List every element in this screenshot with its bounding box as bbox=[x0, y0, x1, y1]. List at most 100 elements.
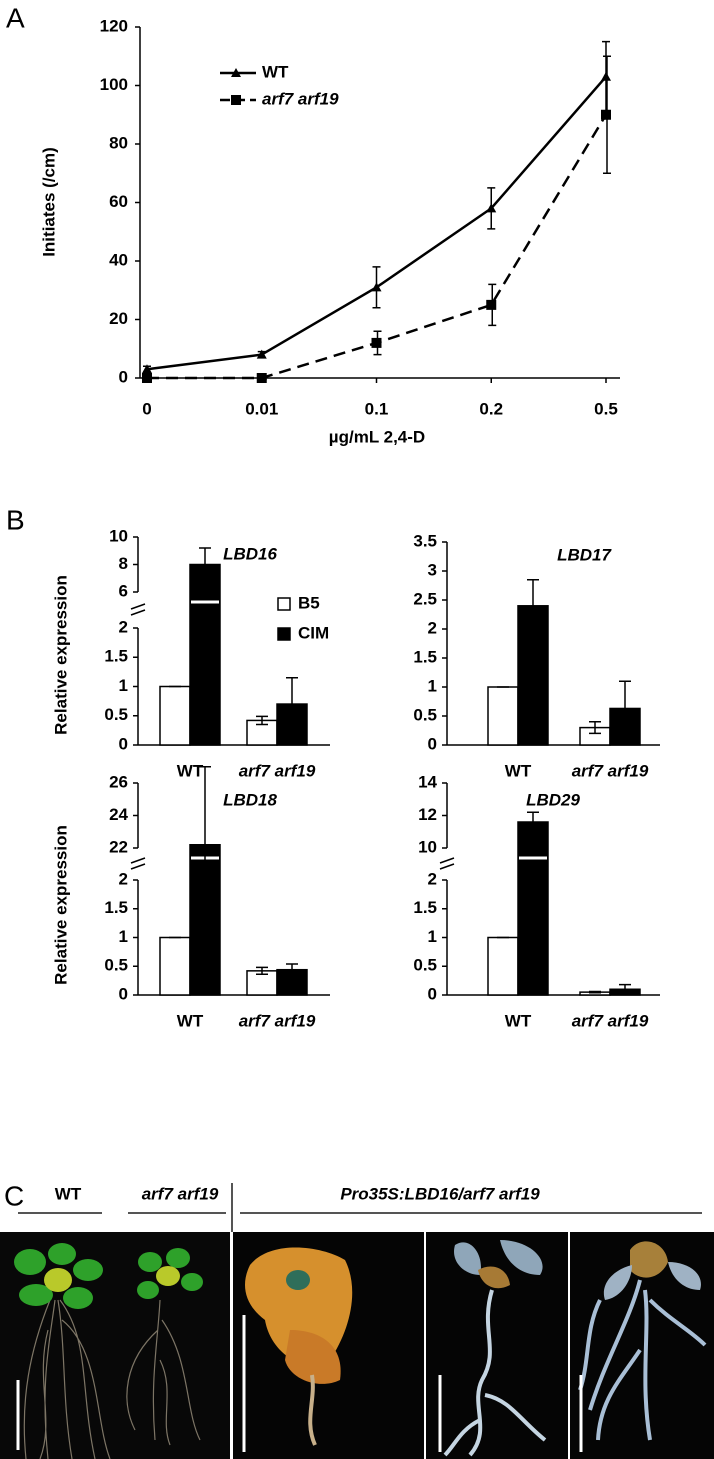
y-tick-label: 8 bbox=[119, 554, 128, 573]
x-tick-label: arf7 arf19 bbox=[239, 1011, 316, 1030]
x-tick-label: arf7 arf19 bbox=[572, 1011, 649, 1030]
y-tick-label: 14 bbox=[418, 772, 437, 791]
error-bar bbox=[286, 676, 298, 732]
photo-label: arf7 arf19 bbox=[142, 1184, 219, 1203]
y-axis-label: Relative expression bbox=[51, 825, 70, 985]
x-tick-label: WT bbox=[177, 761, 204, 780]
marker bbox=[601, 109, 611, 120]
marker bbox=[601, 71, 611, 81]
y-tick-label: 2 bbox=[428, 869, 437, 888]
legend-label: WT bbox=[262, 62, 289, 81]
panel-label: C bbox=[4, 1180, 24, 1211]
y-tick-label: 24 bbox=[109, 805, 128, 824]
legend-label: arf7 arf19 bbox=[262, 89, 339, 108]
error-bar bbox=[256, 715, 268, 726]
axis-break bbox=[439, 857, 455, 870]
marker bbox=[486, 203, 497, 213]
y-tick-label: 0.5 bbox=[413, 705, 437, 724]
photo-label: WT bbox=[55, 1184, 82, 1203]
photo-wt-arf bbox=[0, 1232, 230, 1459]
series-line bbox=[146, 75, 607, 371]
y-axis-label: Relative expression bbox=[51, 575, 70, 735]
marker bbox=[371, 337, 382, 348]
x-tick-label: arf7 arf19 bbox=[572, 761, 649, 780]
x-tick-label: 0.5 bbox=[594, 399, 618, 418]
y-tick-label: 1.5 bbox=[104, 647, 128, 666]
photo-label: Pro35S:LBD16/arf7 arf19 bbox=[340, 1184, 540, 1203]
y-tick-label: 0 bbox=[119, 367, 128, 386]
chart-title: LBD29 bbox=[526, 790, 580, 809]
y-axis-label: Initiates (/cm) bbox=[39, 147, 58, 257]
error-bar bbox=[619, 680, 631, 737]
bar bbox=[487, 936, 519, 996]
y-tick-label: 0 bbox=[119, 734, 128, 753]
y-tick-label: 26 bbox=[109, 772, 128, 791]
marker bbox=[256, 373, 267, 383]
chart-title: LBD17 bbox=[557, 545, 612, 564]
y-tick-label: 1.5 bbox=[413, 898, 437, 917]
error-bar bbox=[199, 766, 211, 924]
marker bbox=[231, 68, 241, 77]
y-tick-label: 2 bbox=[119, 869, 128, 888]
error-bar bbox=[619, 983, 631, 995]
y-tick-label: 20 bbox=[109, 309, 128, 328]
axis-break bbox=[130, 857, 146, 870]
error-bar bbox=[199, 547, 211, 582]
y-tick-label: 0 bbox=[119, 984, 128, 1003]
legend-label: CIM bbox=[298, 623, 329, 642]
legend-swatch bbox=[277, 597, 291, 611]
y-tick-label: 1 bbox=[119, 927, 128, 946]
legend-swatch bbox=[277, 627, 291, 641]
x-tick-label: 0.2 bbox=[479, 399, 503, 418]
error-bar bbox=[589, 721, 601, 735]
y-tick-label: 6 bbox=[119, 581, 128, 600]
marker bbox=[371, 282, 382, 292]
error-bar bbox=[286, 963, 298, 977]
x-tick-label: 0.1 bbox=[365, 399, 389, 418]
y-tick-label: 1.5 bbox=[413, 647, 437, 666]
y-tick-label: 22 bbox=[109, 837, 128, 856]
y-tick-label: 10 bbox=[418, 837, 437, 856]
error-bar bbox=[256, 966, 268, 976]
y-tick-label: 0.5 bbox=[104, 956, 128, 975]
y-tick-label: 3 bbox=[428, 560, 437, 579]
photo-lbd16-3 bbox=[570, 1232, 714, 1459]
marker bbox=[256, 349, 267, 359]
y-tick-label: 2.5 bbox=[413, 589, 437, 608]
y-tick-label: 0 bbox=[428, 734, 437, 753]
y-tick-label: 0.5 bbox=[413, 956, 437, 975]
marker bbox=[231, 95, 241, 105]
chart-title: LBD18 bbox=[223, 790, 277, 809]
y-tick-label: 1 bbox=[119, 676, 128, 695]
x-tick-label: 0.01 bbox=[245, 399, 278, 418]
bar bbox=[189, 563, 221, 746]
x-tick-label: WT bbox=[505, 761, 532, 780]
y-tick-label: 100 bbox=[100, 75, 128, 94]
bar bbox=[159, 685, 191, 746]
marker bbox=[142, 364, 152, 374]
x-tick-label: WT bbox=[505, 1011, 532, 1030]
y-tick-label: 1 bbox=[428, 676, 437, 695]
y-tick-label: 120 bbox=[100, 16, 128, 35]
y-tick-label: 80 bbox=[109, 133, 128, 152]
photo-lbd16-2 bbox=[426, 1232, 568, 1459]
y-tick-label: 3.5 bbox=[413, 531, 437, 550]
panel-label: A bbox=[6, 2, 25, 33]
y-tick-label: 2 bbox=[428, 618, 437, 637]
bar bbox=[159, 936, 191, 996]
axis-break bbox=[130, 603, 146, 616]
y-tick-label: 2 bbox=[119, 617, 128, 636]
x-tick-label: 0 bbox=[142, 399, 151, 418]
y-tick-label: 0 bbox=[428, 984, 437, 1003]
error-bar bbox=[527, 578, 539, 633]
marker bbox=[142, 373, 152, 383]
y-tick-label: 1 bbox=[428, 927, 437, 946]
y-tick-label: 10 bbox=[109, 526, 128, 545]
y-tick-label: 0.5 bbox=[104, 705, 128, 724]
error-bar bbox=[527, 811, 539, 833]
legend-label: B5 bbox=[298, 593, 320, 612]
x-axis-label: µg/mL 2,4-D bbox=[329, 427, 425, 446]
marker bbox=[486, 299, 497, 310]
